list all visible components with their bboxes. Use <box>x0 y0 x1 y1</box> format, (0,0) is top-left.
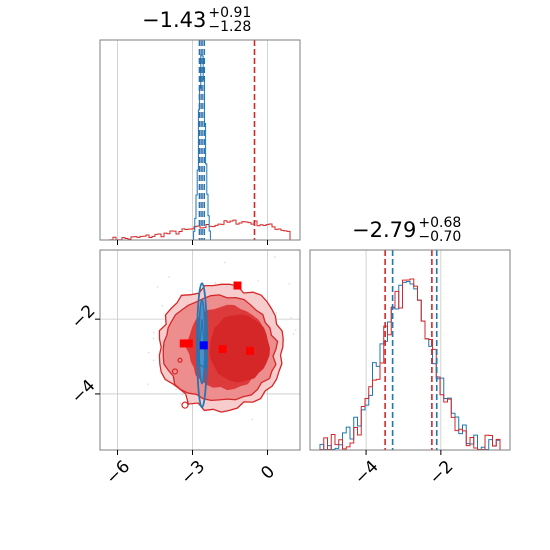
tick-label-param1-x-1: −3 <box>177 457 209 489</box>
scatter-point <box>156 286 159 288</box>
scatter-point <box>147 383 149 385</box>
param1-title-plus: +0.91 <box>208 5 252 21</box>
param1-title-minus: −1.28 <box>208 19 252 35</box>
scatter-point <box>179 402 182 405</box>
marker-red-1 <box>179 339 188 348</box>
scatter-point <box>274 256 276 258</box>
marker-red-4 <box>246 346 254 355</box>
scatter-point <box>290 317 292 319</box>
tick-label-param1-x-2: 0 <box>257 462 279 484</box>
param2-title-plus: +0.68 <box>418 215 462 231</box>
param2-title-value: −2.79 <box>352 218 417 242</box>
scatter-point <box>152 337 155 340</box>
scatter-point <box>275 312 278 314</box>
contour-island-1 <box>181 401 189 409</box>
histogram-param2-red <box>319 278 501 450</box>
scatter-point <box>251 418 254 421</box>
param2-title-minus: −0.70 <box>418 229 462 245</box>
scatter-point <box>148 352 150 354</box>
scatter-point <box>182 393 184 396</box>
panel-param2-frame <box>309 249 511 451</box>
contour-core-red <box>209 314 270 383</box>
scatter-point <box>153 331 155 334</box>
scatter-point <box>214 282 217 284</box>
tick-label-param2-y-0: −2 <box>68 301 100 333</box>
scatter-point <box>288 283 290 285</box>
param2-title: −2.79 +0.68 −0.70 <box>352 216 461 244</box>
panel-joint-frame <box>99 249 301 451</box>
marker-red-2 <box>184 339 193 348</box>
scatter-point <box>168 276 170 278</box>
histogram-param2-blue <box>319 281 501 450</box>
scatter-point <box>295 329 297 331</box>
scatter-point <box>292 333 295 335</box>
joint-contours <box>147 256 297 421</box>
scatter-point <box>224 261 226 264</box>
tick-label-param2-x-0: −4 <box>351 457 383 489</box>
contour-island-2 <box>171 368 179 375</box>
tick-label-param1-x-0: −6 <box>102 457 134 489</box>
marker-red-0 <box>233 281 242 290</box>
scatter-point <box>257 280 259 282</box>
scatter-point <box>175 388 177 390</box>
param1-title: −1.43 +0.91 −1.28 <box>142 6 251 34</box>
scatter-point <box>161 305 163 307</box>
panel-param1-frame <box>99 39 301 241</box>
histogram-param1-blue <box>193 54 211 240</box>
scatter-point <box>152 359 155 362</box>
param1-title-value: −1.43 <box>142 8 207 32</box>
marker-blue-5 <box>199 341 208 350</box>
contour-island-3 <box>177 357 183 363</box>
tick-label-param2-x-1: −2 <box>426 457 458 489</box>
marker-red-3 <box>218 345 227 354</box>
tick-label-param2-y-1: −4 <box>68 376 100 408</box>
histogram-param1-red <box>109 219 291 241</box>
